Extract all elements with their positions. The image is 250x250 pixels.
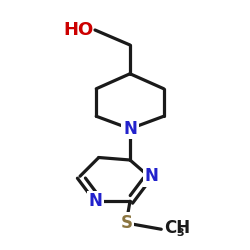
Text: N: N [89, 192, 103, 210]
Text: N: N [123, 120, 137, 138]
Text: N: N [145, 167, 159, 185]
Text: HO: HO [64, 21, 94, 39]
Text: S: S [120, 214, 132, 232]
Text: CH: CH [164, 219, 190, 237]
Text: 3: 3 [176, 228, 184, 237]
